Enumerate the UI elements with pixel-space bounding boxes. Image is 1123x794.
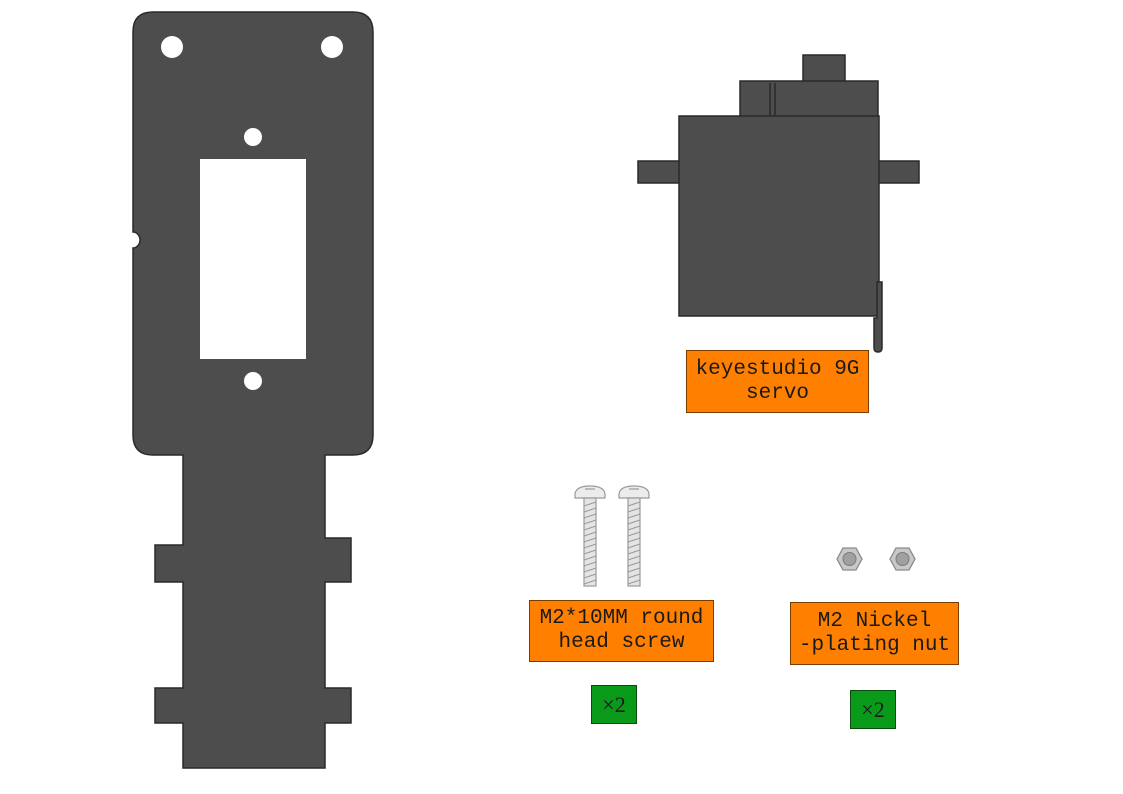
screw-label-line1: M2*10MM round: [539, 607, 704, 630]
nut-label-line2: -plating nut: [798, 633, 951, 657]
mount-hole: [244, 128, 262, 146]
hex-nut-icon: [836, 547, 916, 571]
mount-hole: [244, 372, 262, 390]
nut: [836, 547, 863, 571]
screw-icon: [574, 485, 650, 587]
screw-quantity-badge: ×2: [591, 685, 637, 724]
mount-hole: [161, 36, 183, 58]
servo-label: keyestudio 9G servo: [686, 350, 869, 413]
nut: [889, 547, 916, 571]
screw: [618, 485, 650, 587]
screw-label: M2*10MM round head screw: [529, 600, 714, 662]
acrylic-plate-icon: [132, 11, 374, 769]
servo-icon: [637, 54, 920, 353]
servo-label-line1: keyestudio 9G: [695, 357, 860, 381]
nut-quantity: ×2: [861, 696, 885, 722]
nut-label-line1: M2 Nickel: [817, 609, 932, 633]
servo-cutout: [200, 159, 306, 359]
screw-quantity: ×2: [602, 691, 626, 717]
nut-label: M2 Nickel -plating nut: [790, 602, 959, 665]
screw: [574, 485, 606, 587]
mount-hole: [321, 36, 343, 58]
nut-quantity-badge: ×2: [850, 690, 896, 729]
screw-label-line2: head screw: [558, 631, 685, 654]
servo-label-line2: servo: [745, 381, 809, 405]
